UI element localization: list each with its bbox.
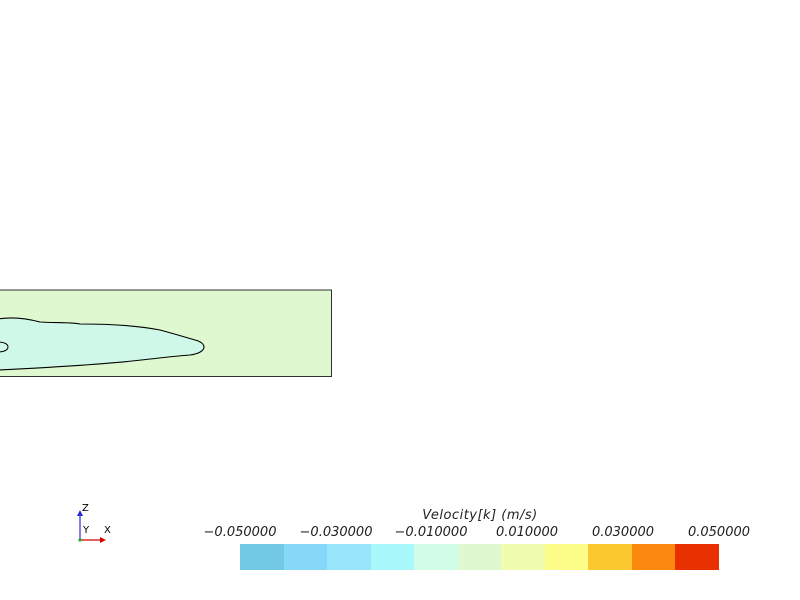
colorbar-tick-label: 0.050000 [687, 525, 751, 540]
triad-z-label: Z [82, 503, 89, 514]
colorbar-swatch [544, 544, 589, 570]
colorbar-tick-label: 0.030000 [591, 525, 655, 540]
colorbar-swatch [588, 544, 632, 570]
triad-x-label: X [104, 525, 111, 536]
contour-region-inner [0, 317, 205, 371]
colorbar-swatch [414, 544, 458, 570]
colorbar-swatch [501, 544, 545, 570]
colorbar-swatch [327, 544, 371, 570]
colorbar-swatch [370, 544, 415, 570]
colorbar-swatch [675, 544, 720, 570]
colorbar-tick-label: −0.050000 [203, 525, 277, 540]
triad-y-label: Y [83, 525, 90, 536]
colorbar-swatch [283, 544, 328, 570]
colorbar-title: Velocity[k] (m/s) [422, 508, 538, 523]
colorbar-gradient [240, 544, 720, 570]
colorbar-tick-label: −0.030000 [299, 525, 373, 540]
colorbar-swatch [457, 544, 502, 570]
colorbar-tick-label: 0.010000 [495, 525, 559, 540]
axes-triad [77, 510, 106, 543]
colorbar-tick-label: −0.010000 [394, 525, 468, 540]
contour-loop-small [0, 341, 9, 353]
colorbar-swatch [240, 544, 284, 570]
colorbar-swatch [631, 544, 676, 570]
